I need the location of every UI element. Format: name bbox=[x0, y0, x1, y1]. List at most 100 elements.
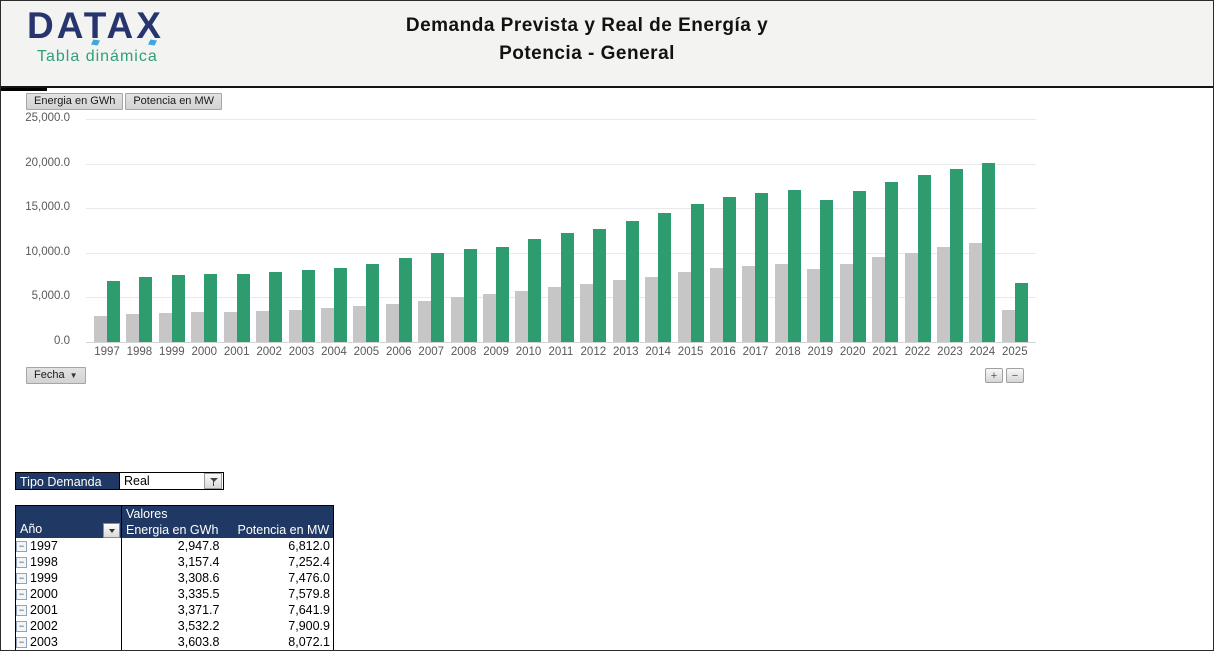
year-group: 2018 bbox=[773, 119, 803, 358]
x-axis-label: 2008 bbox=[450, 346, 477, 358]
year-group: 2023 bbox=[935, 119, 965, 358]
x-axis-label: 2013 bbox=[612, 346, 639, 358]
bar-energia-2022 bbox=[904, 252, 918, 342]
gridline bbox=[86, 119, 1036, 120]
year-group: 2001 bbox=[222, 119, 252, 358]
year-cell[interactable]: −1999 bbox=[15, 570, 122, 586]
tipo-demanda-label: Tipo Demanda bbox=[15, 472, 120, 490]
year-group: 2017 bbox=[740, 119, 770, 358]
year-group: 2015 bbox=[676, 119, 706, 358]
bar-energia-2014 bbox=[645, 276, 659, 342]
pivot-blank-header bbox=[15, 505, 122, 522]
bar-energia-2008 bbox=[450, 296, 464, 342]
bar-potencia-2006 bbox=[398, 258, 412, 342]
filter-funnel-icon bbox=[209, 477, 218, 486]
chart-plot-area: 1997 1998 1999 2000 2001 2002 2003 2004 2005 2006… bbox=[86, 119, 1036, 358]
bar-energia-2001 bbox=[223, 311, 237, 342]
year-cell[interactable]: −2003 bbox=[15, 634, 122, 650]
year-group: 1997 bbox=[92, 119, 122, 358]
year-cell[interactable]: −2002 bbox=[15, 618, 122, 634]
bar-potencia-2003 bbox=[301, 270, 315, 342]
bar-energia-2000 bbox=[191, 312, 205, 342]
x-axis-label: 1998 bbox=[126, 346, 153, 358]
dropdown-arrow-icon: ▼ bbox=[69, 370, 78, 380]
bar-energia-2017 bbox=[742, 266, 756, 342]
bar-energia-2005 bbox=[353, 305, 367, 342]
year-group: 2024 bbox=[967, 119, 997, 358]
bar-energia-2011 bbox=[547, 286, 561, 342]
bar-energia-2024 bbox=[969, 243, 983, 342]
fecha-field-button[interactable]: Fecha ▼ bbox=[26, 367, 86, 384]
gridline bbox=[86, 342, 1036, 343]
year-group: 2000 bbox=[189, 119, 219, 358]
anio-filter-button[interactable] bbox=[103, 523, 120, 538]
collapse-icon[interactable]: − bbox=[16, 604, 27, 616]
collapse-icon[interactable]: − bbox=[16, 556, 27, 568]
expand-field-button[interactable]: + bbox=[985, 368, 1003, 383]
collapse-field-button[interactable]: − bbox=[1006, 368, 1024, 383]
year-cell[interactable]: −1997 bbox=[15, 538, 122, 554]
chart-field-button[interactable]: Energia en GWh bbox=[26, 93, 124, 110]
energia-value-cell: 3,532.2 bbox=[121, 618, 234, 634]
year-group: 2014 bbox=[643, 119, 673, 358]
bar-potencia-2021 bbox=[885, 181, 899, 342]
year-group: 1998 bbox=[124, 119, 154, 358]
x-axis-label: 2019 bbox=[807, 346, 834, 358]
pivot-table: Valores Año Energia en GWh Potencia en M… bbox=[15, 505, 334, 650]
report-title-line1: Demanda Prevista y Real de Energía y bbox=[405, 15, 769, 36]
x-axis-label: 2022 bbox=[904, 346, 931, 358]
filter-dropdown-button[interactable] bbox=[204, 473, 222, 489]
bar-potencia-2015 bbox=[690, 203, 704, 342]
bar-energia-2018 bbox=[774, 264, 788, 342]
year-cell[interactable]: −2000 bbox=[15, 586, 122, 602]
year-group: 2019 bbox=[805, 119, 835, 358]
bar-energia-2019 bbox=[807, 268, 821, 342]
collapse-icon[interactable]: − bbox=[16, 620, 27, 632]
table-row: −2003 3,603.8 8,072.1 bbox=[15, 634, 334, 650]
x-axis-label: 1999 bbox=[159, 346, 185, 358]
potencia-value-cell: 7,252.4 bbox=[233, 554, 334, 570]
bar-potencia-2023 bbox=[949, 168, 963, 342]
x-axis-label: 2004 bbox=[321, 346, 347, 358]
bar-potencia-2022 bbox=[917, 175, 931, 342]
bar-potencia-2019 bbox=[820, 200, 834, 342]
bar-energia-2009 bbox=[483, 294, 497, 342]
x-axis-label: 2009 bbox=[483, 346, 509, 358]
y-axis-tick-label: 20,000.0 bbox=[25, 156, 70, 169]
collapse-icon[interactable]: − bbox=[16, 588, 27, 600]
x-axis-label: 2007 bbox=[418, 346, 445, 358]
bar-potencia-2009 bbox=[496, 247, 510, 342]
year-cell[interactable]: −1998 bbox=[15, 554, 122, 570]
bar-series: 1997 1998 1999 2000 2001 2002 2003 2004 2005 2006… bbox=[86, 119, 1036, 358]
x-axis-label: 2020 bbox=[839, 346, 866, 358]
collapse-icon[interactable]: − bbox=[16, 636, 27, 648]
bar-energia-2015 bbox=[677, 272, 691, 342]
potencia-value-cell: 7,476.0 bbox=[233, 570, 334, 586]
valores-header: Valores bbox=[121, 505, 334, 522]
x-axis-label: 2001 bbox=[223, 346, 250, 358]
collapse-icon[interactable]: − bbox=[16, 540, 27, 552]
bar-energia-1998 bbox=[126, 313, 140, 342]
year-group: 2010 bbox=[513, 119, 543, 358]
energia-value-cell: 3,335.5 bbox=[121, 586, 234, 602]
collapse-icon[interactable]: − bbox=[16, 572, 27, 584]
potencia-value-cell: 6,812.0 bbox=[233, 538, 334, 554]
gridline bbox=[86, 208, 1036, 210]
year-cell[interactable]: −2001 bbox=[15, 602, 122, 618]
bar-energia-2016 bbox=[710, 267, 724, 342]
chart-field-button[interactable]: Potencia en MW bbox=[125, 93, 223, 110]
tipo-demanda-value-cell[interactable]: Real bbox=[120, 472, 224, 490]
table-row: −2001 3,371.7 7,641.9 bbox=[15, 602, 334, 618]
x-axis-label: 2003 bbox=[288, 346, 315, 358]
table-row: −2002 3,532.2 7,900.9 bbox=[15, 618, 334, 634]
x-axis-label: 2023 bbox=[937, 346, 963, 358]
bar-potencia-2001 bbox=[236, 273, 250, 342]
x-axis-label: 2006 bbox=[386, 346, 412, 358]
year-group: 1999 bbox=[157, 119, 187, 358]
x-axis-label: 2021 bbox=[872, 346, 898, 358]
bar-energia-2003 bbox=[288, 309, 302, 342]
x-axis-label: 2005 bbox=[353, 346, 380, 358]
bar-energia-2006 bbox=[385, 303, 399, 342]
chart-expand-controls: + − bbox=[985, 368, 1024, 383]
y-axis-tick-label: 25,000.0 bbox=[25, 112, 70, 124]
